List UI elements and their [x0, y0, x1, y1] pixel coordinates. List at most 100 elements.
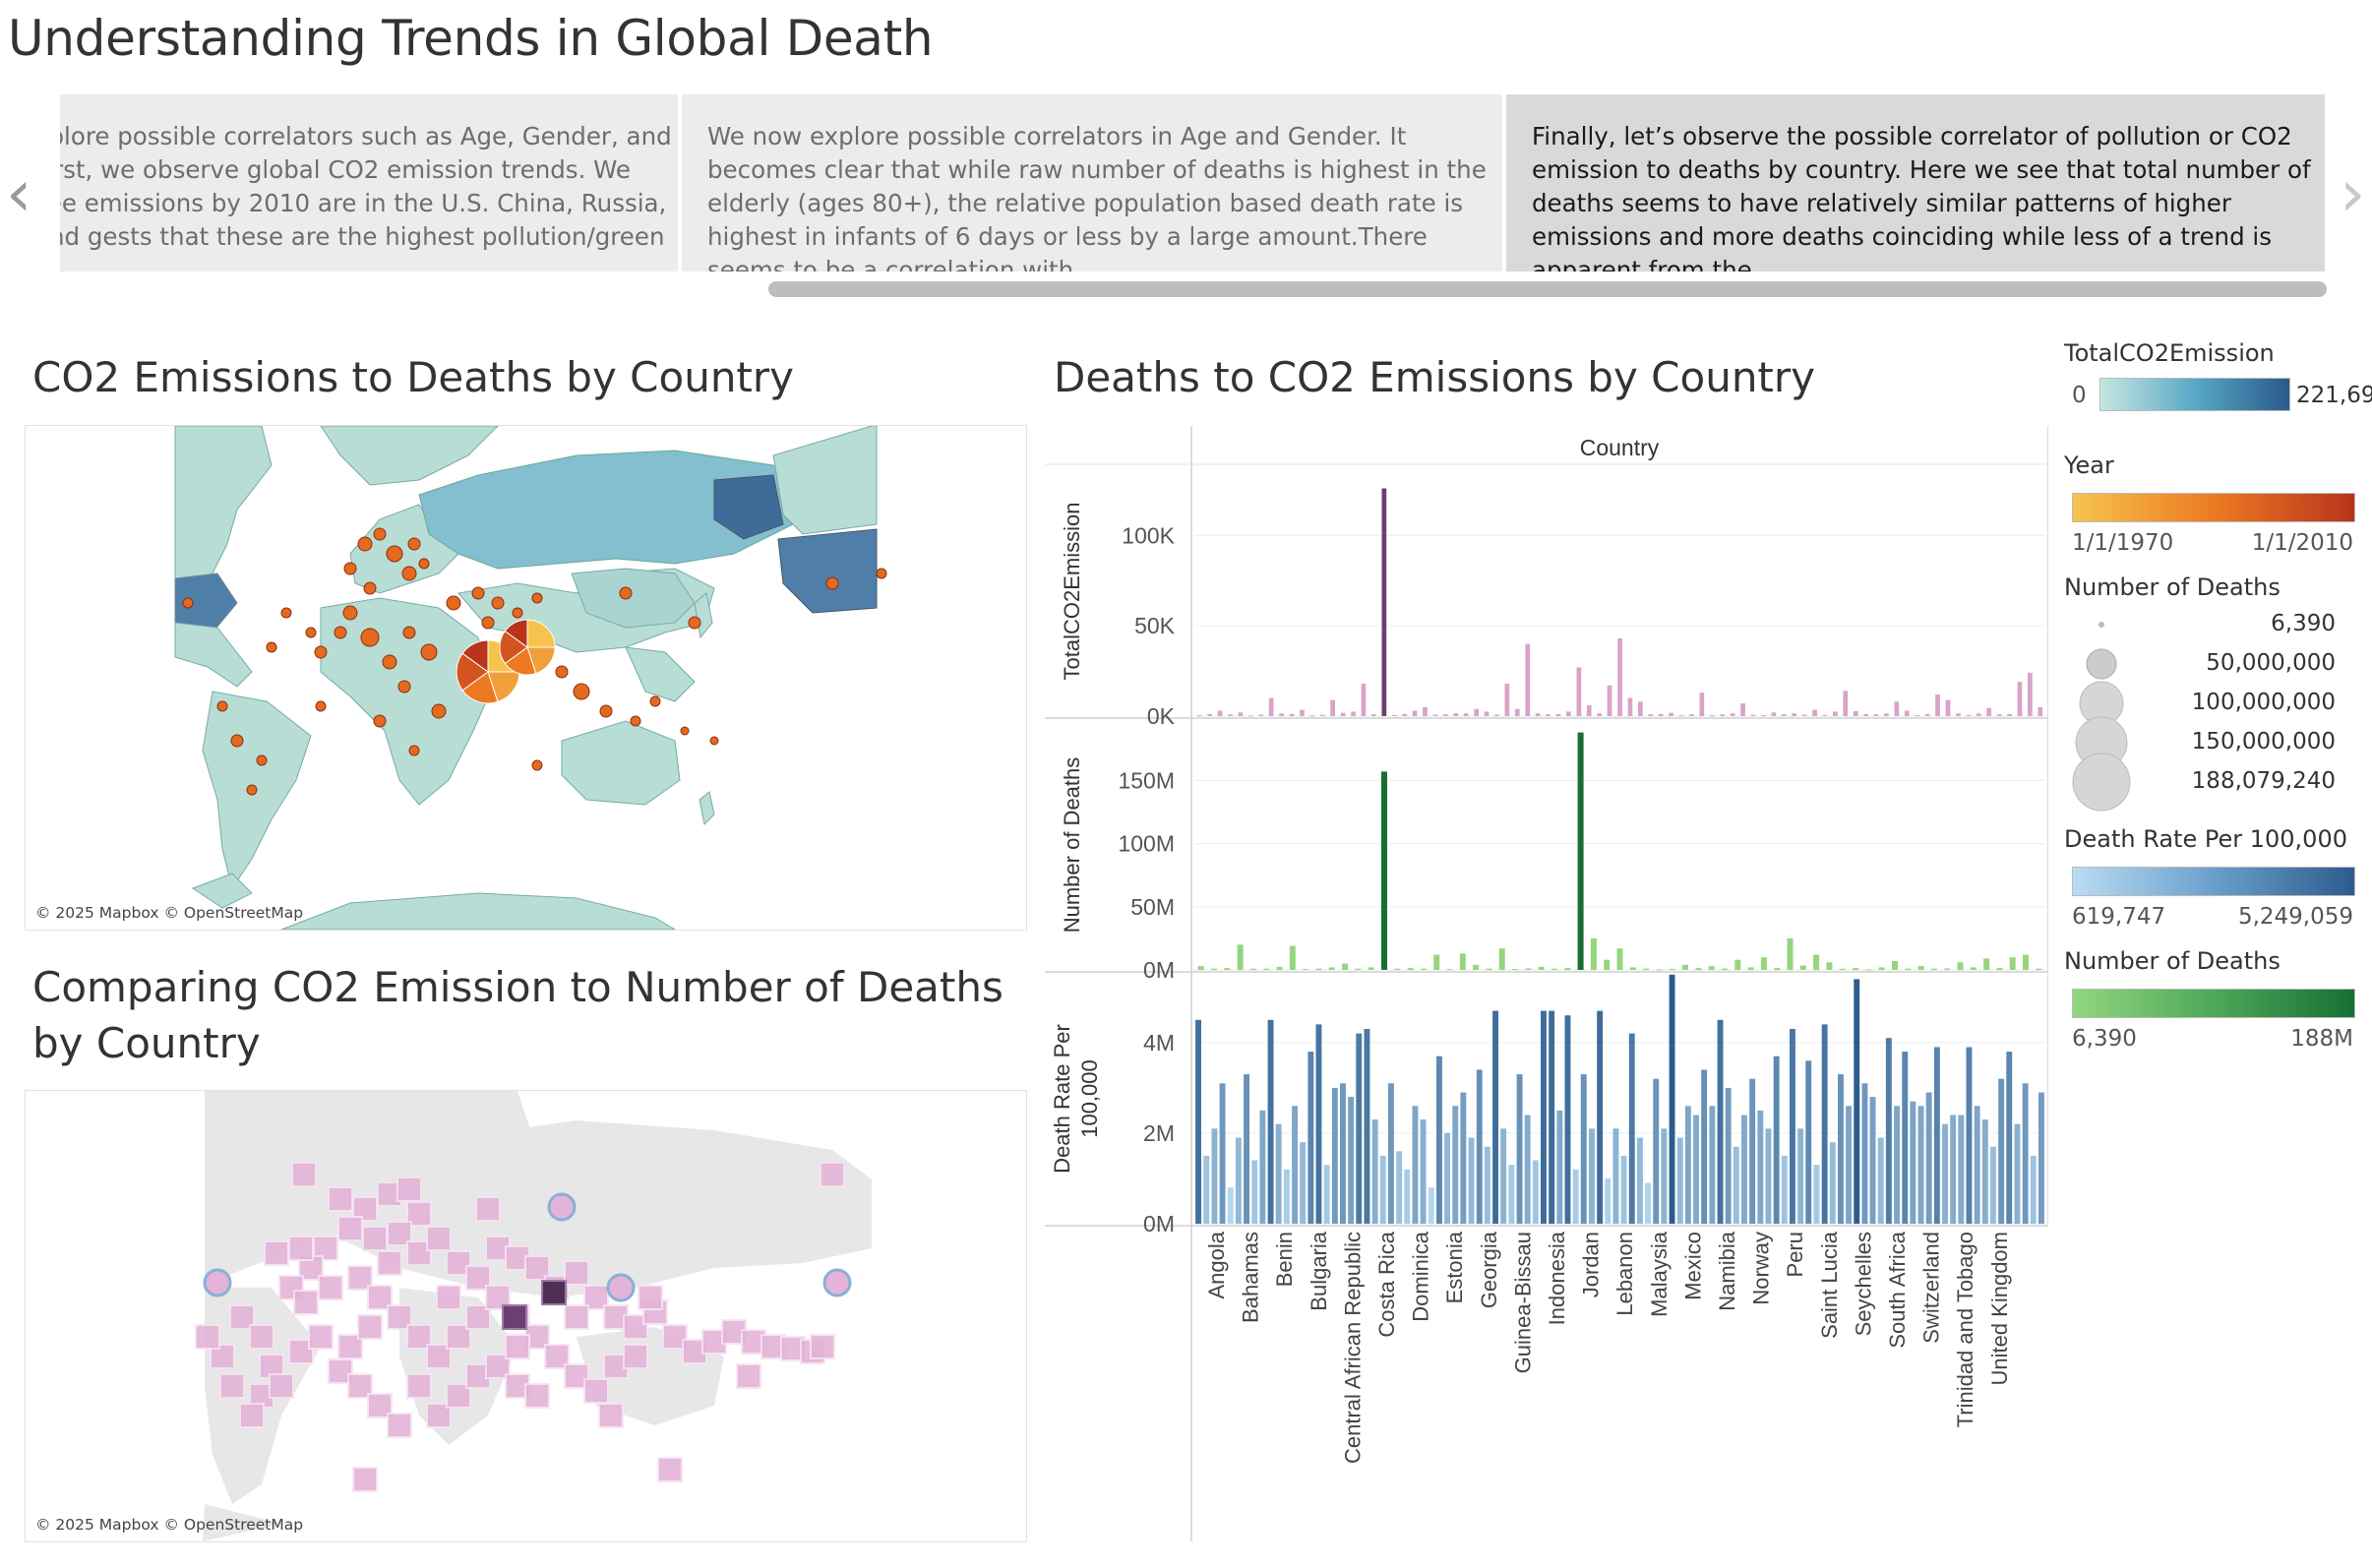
square-marker-high[interactable]: [541, 1280, 567, 1305]
bar-deaths[interactable]: [1604, 959, 1611, 970]
bar-deaths[interactable]: [1459, 953, 1466, 970]
bar-co2[interactable]: [1207, 713, 1212, 716]
square-marker[interactable]: [357, 1314, 383, 1340]
bar-deaths[interactable]: [1813, 954, 1820, 970]
bar-rate[interactable]: [1725, 1087, 1732, 1224]
square-marker[interactable]: [293, 1290, 319, 1315]
bar-rate[interactable]: [1460, 1092, 1467, 1225]
pie-marker[interactable]: [382, 654, 397, 670]
bar-deaths[interactable]: [1381, 771, 1387, 970]
bar-co2[interactable]: [1884, 713, 1889, 716]
bar-co2[interactable]: [1391, 714, 1397, 716]
bar-deaths[interactable]: [1590, 937, 1597, 970]
bar-co2[interactable]: [1781, 714, 1787, 716]
story-point-1[interactable]: xplore possible correlators such as Age,…: [60, 94, 678, 271]
bar-co2[interactable]: [1956, 713, 1961, 716]
bar-deaths[interactable]: [1917, 966, 1924, 970]
bar-rate[interactable]: [1805, 1060, 1812, 1224]
bar-co2[interactable]: [1873, 714, 1879, 716]
pie-marker[interactable]: [418, 558, 430, 570]
pie-marker[interactable]: [266, 641, 277, 653]
square-marker[interactable]: [362, 1226, 388, 1251]
bar-rate[interactable]: [1757, 1110, 1764, 1224]
pie-marker[interactable]: [555, 665, 569, 679]
co2-deaths-map[interactable]: © 2025 Mapbox © OpenStreetMap: [25, 425, 1027, 931]
bar-deaths[interactable]: [1512, 969, 1518, 970]
bar-deaths[interactable]: [1970, 967, 1977, 970]
bar-rate[interactable]: [1251, 1160, 1258, 1225]
bar-rate[interactable]: [1275, 1123, 1282, 1224]
bar-rate[interactable]: [2038, 1092, 2044, 1225]
square-marker[interactable]: [638, 1285, 663, 1310]
square-marker[interactable]: [288, 1236, 314, 1261]
bar-rate[interactable]: [1227, 1187, 1234, 1224]
bar-rate[interactable]: [1356, 1033, 1363, 1224]
large-pie-slice[interactable]: [461, 671, 499, 704]
pie-marker[interactable]: [512, 607, 523, 619]
bar-rate[interactable]: [1741, 1115, 1747, 1225]
bar-deaths[interactable]: [1774, 968, 1781, 970]
bar-co2[interactable]: [1750, 714, 1756, 716]
bar-co2[interactable]: [1792, 713, 1796, 716]
bar-rate[interactable]: [1869, 1097, 1876, 1224]
bar-co2[interactable]: [1833, 711, 1838, 716]
bar-rate[interactable]: [1412, 1106, 1419, 1224]
square-marker[interactable]: [820, 1162, 845, 1187]
pie-marker[interactable]: [630, 715, 641, 727]
bar-co2[interactable]: [1494, 714, 1499, 717]
square-marker[interactable]: [406, 1201, 432, 1227]
bar-rate[interactable]: [1838, 1074, 1844, 1224]
square-marker[interactable]: [657, 1457, 683, 1482]
bar-deaths[interactable]: [1957, 962, 1964, 970]
bar-co2[interactable]: [1935, 694, 1940, 716]
bar-rate[interactable]: [1765, 1128, 1772, 1224]
story-point-3-selected[interactable]: Finally, let’s observe the possible corr…: [1506, 94, 2325, 271]
bar-deaths[interactable]: [1996, 968, 2003, 970]
bar-deaths[interactable]: [1303, 969, 1309, 970]
bar-co2[interactable]: [1463, 713, 1469, 716]
bar-deaths[interactable]: [1237, 944, 1244, 970]
square-marker[interactable]: [387, 1413, 412, 1438]
bar-rate[interactable]: [1933, 1047, 1940, 1225]
bar-co2[interactable]: [1689, 714, 1694, 716]
bar-deaths[interactable]: [1433, 954, 1440, 970]
pie-marker[interactable]: [216, 700, 228, 712]
bar-deaths[interactable]: [1394, 968, 1401, 970]
bar-co2[interactable]: [1196, 715, 1202, 717]
bar-co2[interactable]: [1330, 699, 1335, 717]
pie-marker[interactable]: [599, 704, 613, 718]
square-marker[interactable]: [347, 1373, 373, 1399]
bar-rate[interactable]: [1572, 1169, 1579, 1224]
pie-marker[interactable]: [343, 562, 357, 575]
bar-deaths[interactable]: [1799, 965, 1806, 971]
pie-marker[interactable]: [334, 626, 347, 639]
bar-deaths[interactable]: [1525, 968, 1532, 971]
pie-marker[interactable]: [360, 628, 380, 647]
circle-marker[interactable]: [606, 1273, 636, 1302]
bar-rate[interactable]: [1605, 1178, 1612, 1224]
bar-deaths[interactable]: [2036, 968, 2042, 970]
bar-co2[interactable]: [1300, 709, 1305, 716]
bar-co2[interactable]: [1986, 707, 1991, 716]
square-marker[interactable]: [475, 1196, 501, 1222]
bar-co2[interactable]: [1945, 699, 1951, 717]
bar-co2[interactable]: [1402, 713, 1407, 716]
bar-deaths[interactable]: [1616, 948, 1623, 970]
bar-deaths[interactable]: [1787, 937, 1794, 970]
large-pie-slice[interactable]: [456, 652, 489, 692]
bar-deaths[interactable]: [1486, 968, 1492, 970]
bar-rate[interactable]: [1444, 1132, 1450, 1224]
bar-rate[interactable]: [1468, 1137, 1475, 1225]
bar-co2[interactable]: [1607, 685, 1612, 716]
large-pie-slice[interactable]: [526, 619, 556, 648]
square-marker[interactable]: [396, 1176, 422, 1202]
bar-co2[interactable]: [1740, 703, 1745, 716]
bar-rate[interactable]: [1235, 1137, 1242, 1225]
bar-rate[interactable]: [1564, 1015, 1571, 1224]
bar-co2[interactable]: [1566, 711, 1571, 716]
bar-co2[interactable]: [1268, 697, 1274, 716]
bar-deaths[interactable]: [1734, 959, 1741, 970]
square-marker[interactable]: [810, 1334, 835, 1359]
pie-marker[interactable]: [357, 536, 373, 552]
bar-rate[interactable]: [1283, 1169, 1290, 1224]
